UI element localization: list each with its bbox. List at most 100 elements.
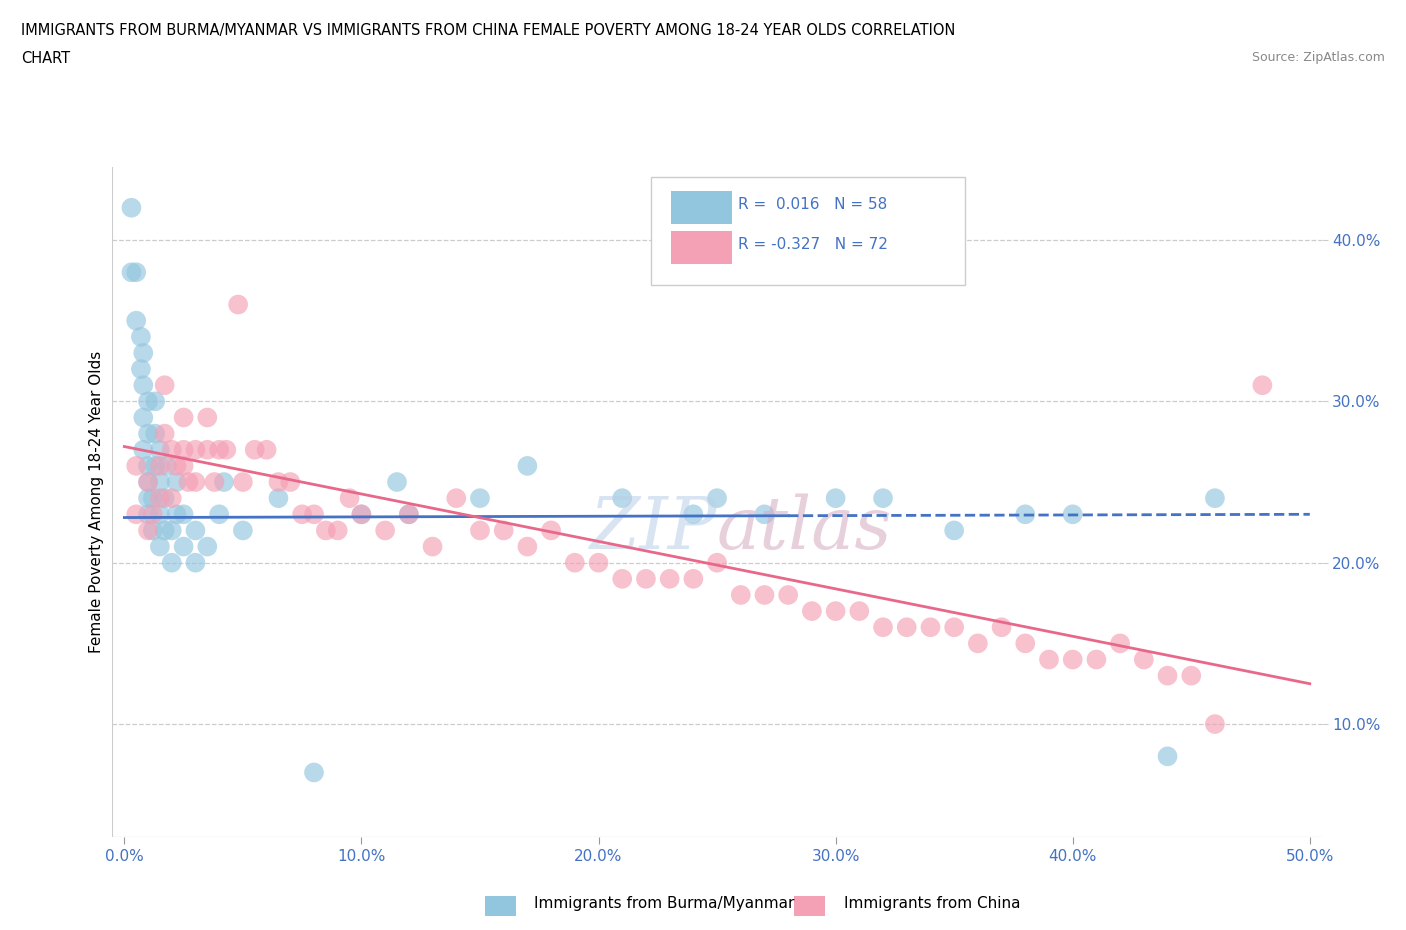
- Point: [166, 458, 188, 473]
- Point: [129, 329, 152, 344]
- Point: [156, 458, 179, 473]
- Point: [920, 619, 942, 634]
- FancyBboxPatch shape: [671, 231, 731, 264]
- Point: [160, 555, 183, 570]
- Point: [1180, 669, 1202, 684]
- Point: [136, 523, 159, 538]
- Text: ZIP: ZIP: [589, 494, 717, 565]
- Point: [778, 588, 800, 603]
- Point: [1204, 717, 1226, 732]
- Point: [184, 555, 207, 570]
- Point: [682, 571, 704, 586]
- Point: [824, 491, 846, 506]
- Point: [166, 474, 188, 489]
- Point: [492, 523, 515, 538]
- Point: [142, 491, 165, 506]
- Point: [204, 474, 226, 489]
- Point: [398, 507, 420, 522]
- Point: [1062, 652, 1084, 667]
- Point: [232, 474, 254, 489]
- Point: [136, 474, 159, 489]
- Point: [754, 507, 776, 522]
- Point: [754, 588, 776, 603]
- Point: [1014, 636, 1036, 651]
- Point: [1038, 652, 1060, 667]
- Point: [149, 443, 172, 458]
- Point: [243, 443, 266, 458]
- Point: [208, 443, 231, 458]
- Point: [1251, 378, 1274, 392]
- Point: [824, 604, 846, 618]
- Text: Immigrants from Burma/Myanmar: Immigrants from Burma/Myanmar: [534, 897, 794, 911]
- Point: [136, 474, 159, 489]
- Point: [177, 474, 200, 489]
- Point: [588, 555, 610, 570]
- Point: [943, 619, 966, 634]
- Point: [350, 507, 373, 522]
- Point: [1156, 749, 1178, 764]
- Point: [706, 555, 728, 570]
- Text: Source: ZipAtlas.com: Source: ZipAtlas.com: [1251, 51, 1385, 64]
- Point: [302, 507, 325, 522]
- Point: [142, 523, 165, 538]
- Point: [848, 604, 870, 618]
- Point: [339, 491, 361, 506]
- Point: [125, 458, 148, 473]
- Point: [1133, 652, 1156, 667]
- Point: [943, 523, 966, 538]
- FancyBboxPatch shape: [651, 178, 965, 285]
- Point: [184, 443, 207, 458]
- Point: [212, 474, 235, 489]
- Text: IMMIGRANTS FROM BURMA/MYANMAR VS IMMIGRANTS FROM CHINA FEMALE POVERTY AMONG 18-2: IMMIGRANTS FROM BURMA/MYANMAR VS IMMIGRA…: [21, 23, 956, 38]
- Point: [398, 507, 420, 522]
- Point: [120, 200, 142, 215]
- Point: [132, 410, 155, 425]
- Point: [153, 523, 176, 538]
- Point: [966, 636, 988, 651]
- Point: [184, 474, 207, 489]
- Text: R =  0.016   N = 58: R = 0.016 N = 58: [738, 197, 887, 212]
- FancyBboxPatch shape: [671, 191, 731, 224]
- Point: [706, 491, 728, 506]
- Point: [468, 523, 491, 538]
- Point: [374, 523, 396, 538]
- Point: [149, 507, 172, 522]
- Point: [143, 458, 166, 473]
- Point: [1204, 491, 1226, 506]
- Point: [302, 765, 325, 780]
- Point: [160, 491, 183, 506]
- Point: [612, 491, 634, 506]
- Point: [516, 539, 538, 554]
- Point: [173, 458, 195, 473]
- Point: [132, 378, 155, 392]
- Point: [896, 619, 918, 634]
- Point: [682, 507, 704, 522]
- Point: [136, 394, 159, 409]
- Text: Immigrants from China: Immigrants from China: [844, 897, 1021, 911]
- Point: [195, 443, 218, 458]
- Point: [195, 410, 218, 425]
- Point: [149, 539, 172, 554]
- Point: [143, 394, 166, 409]
- Point: [634, 571, 657, 586]
- Point: [232, 523, 254, 538]
- Point: [136, 491, 159, 506]
- Point: [125, 265, 148, 280]
- Point: [143, 426, 166, 441]
- Point: [446, 491, 468, 506]
- Point: [267, 474, 290, 489]
- Point: [516, 458, 538, 473]
- Point: [1062, 507, 1084, 522]
- Point: [132, 443, 155, 458]
- Point: [149, 458, 172, 473]
- Point: [278, 474, 301, 489]
- Point: [153, 491, 176, 506]
- Point: [872, 619, 894, 634]
- Point: [120, 265, 142, 280]
- Point: [468, 491, 491, 506]
- Point: [256, 443, 278, 458]
- Point: [173, 539, 195, 554]
- Point: [1156, 669, 1178, 684]
- Point: [1109, 636, 1132, 651]
- Point: [125, 313, 148, 328]
